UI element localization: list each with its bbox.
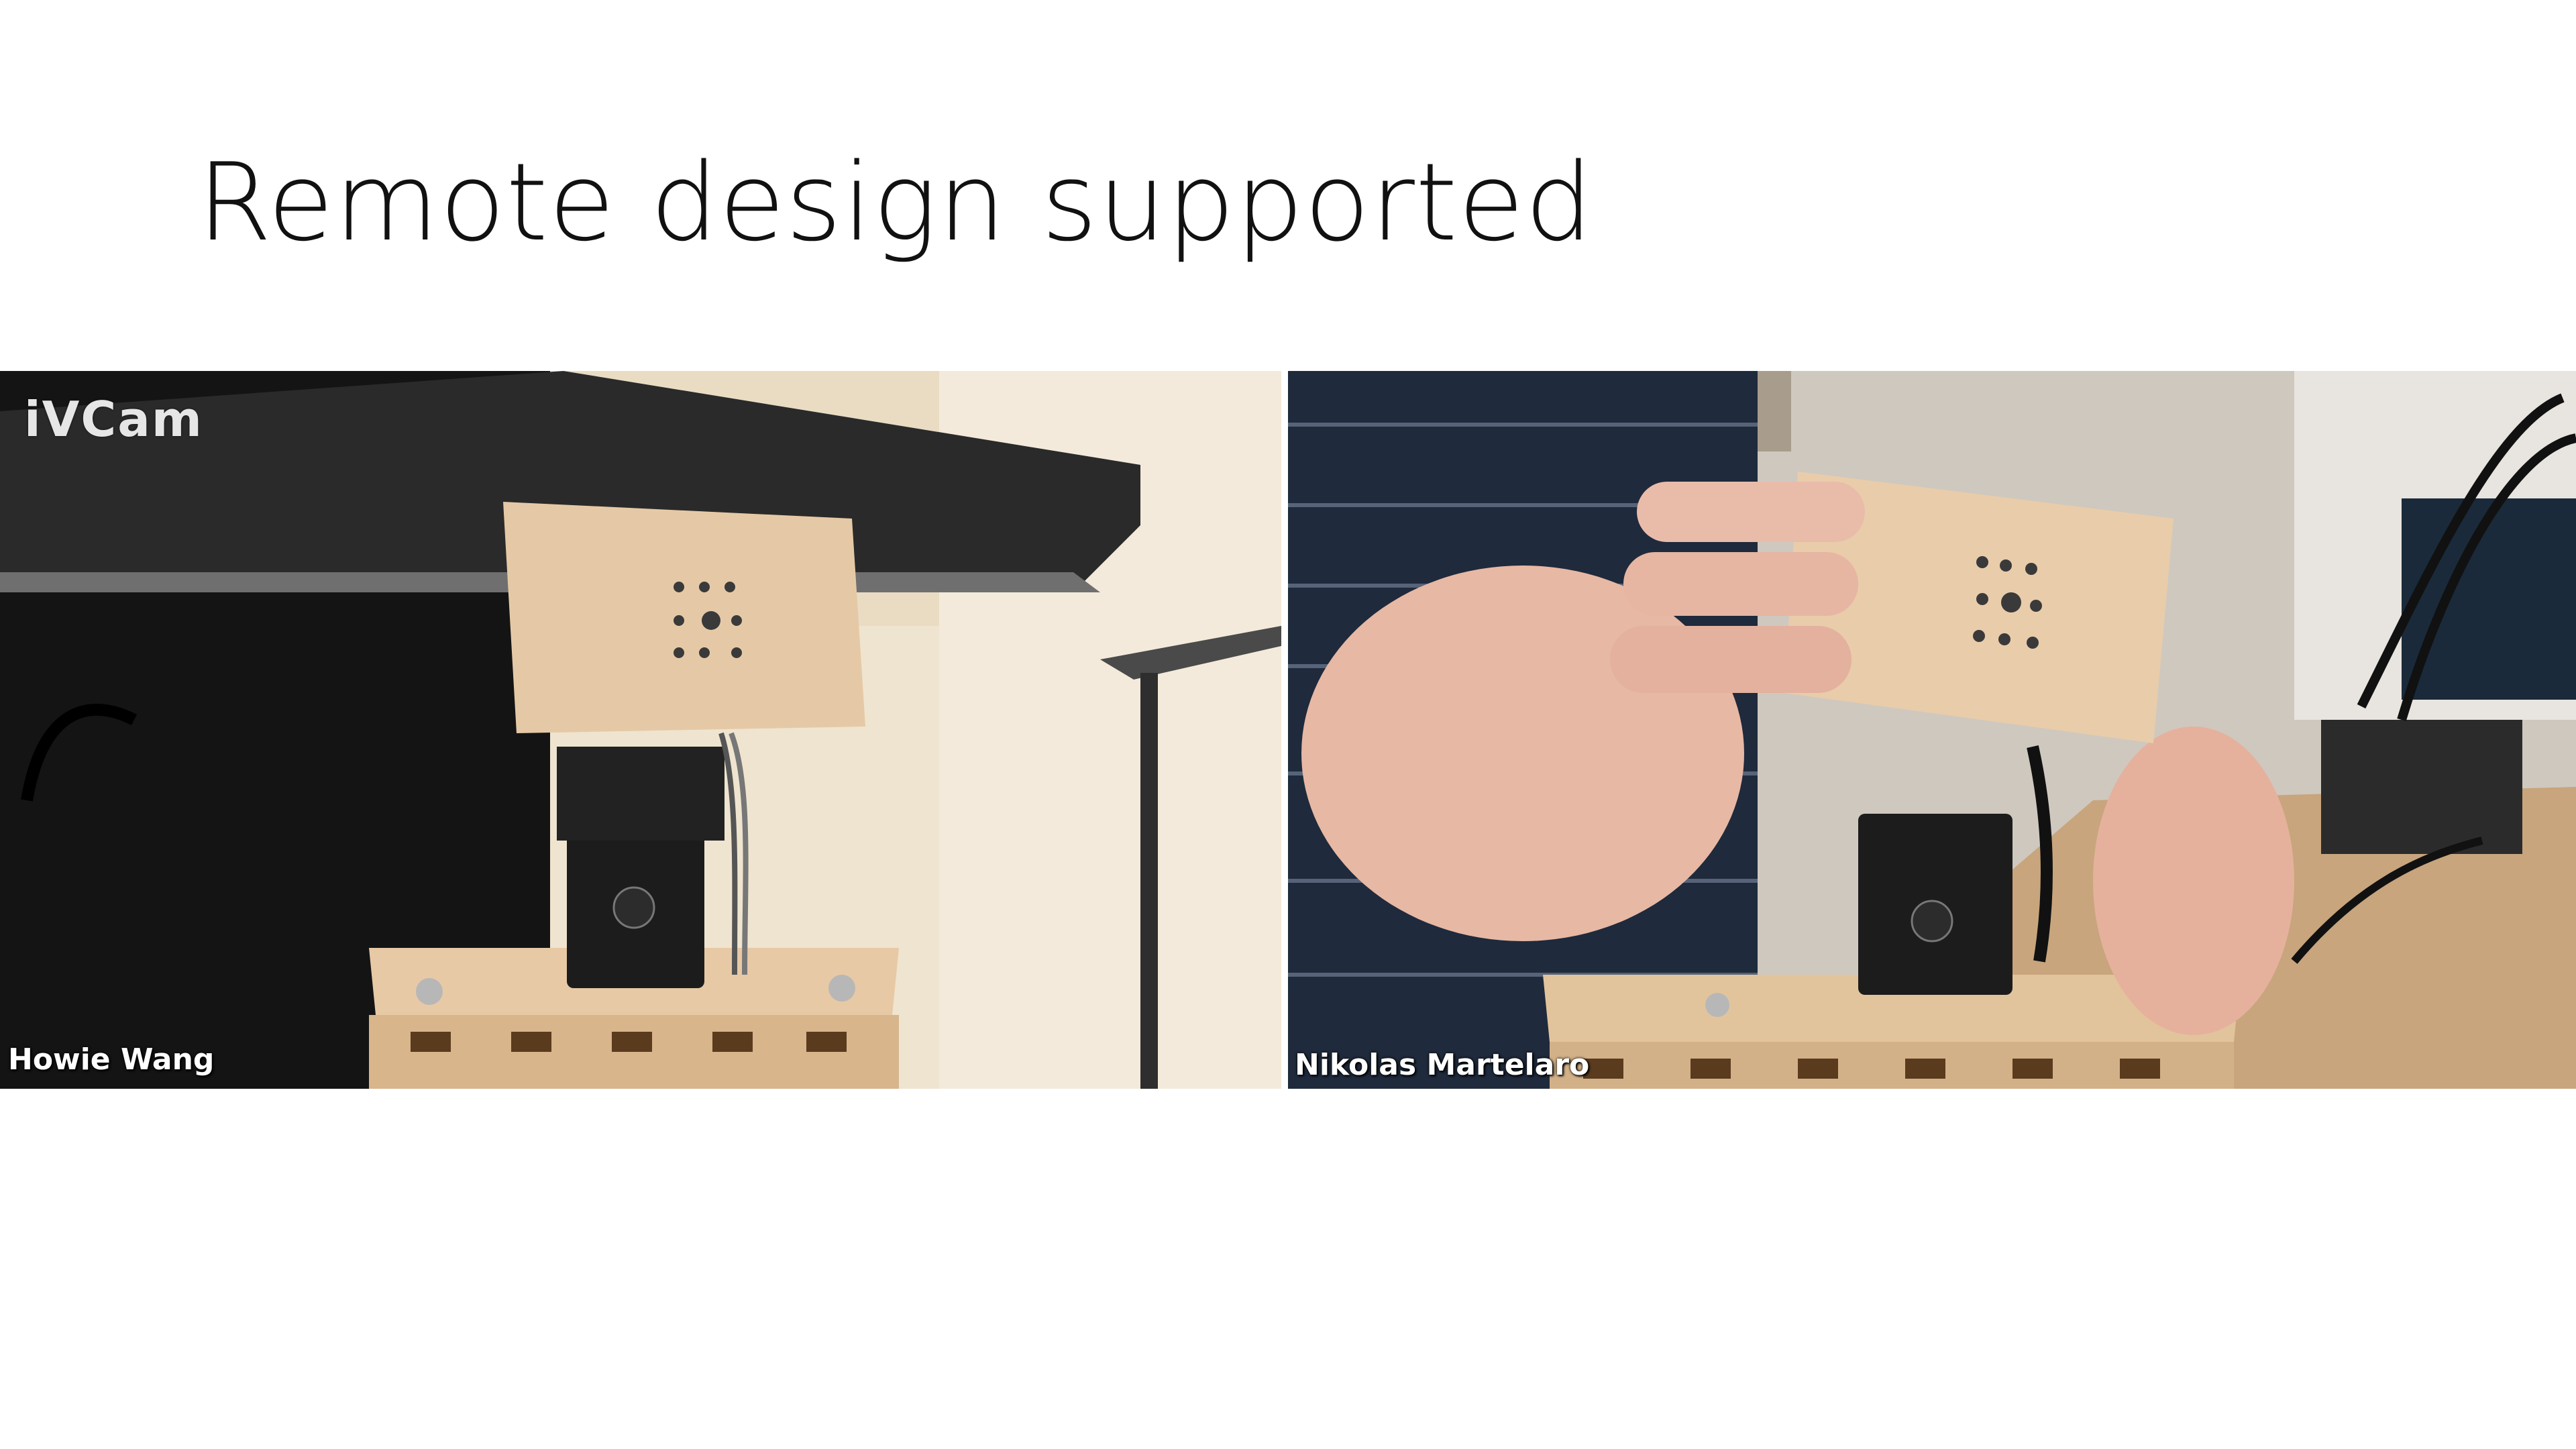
slide-title: Remote design supported <box>197 140 1594 265</box>
participant-name-label: Nikolas Martelaro <box>1295 1048 1590 1082</box>
wood-box-top <box>1543 975 2241 1042</box>
router-box <box>2321 720 2522 854</box>
ivcam-watermark: iVCam <box>24 391 203 447</box>
video-frame-right <box>1288 371 2576 1089</box>
video-tile-nikolas[interactable]: Nikolas Martelaro <box>1288 371 2576 1089</box>
participant-name-label: Howie Wang <box>8 1042 215 1077</box>
hand-left <box>1301 566 1744 941</box>
video-call-strip: iVCam Howie Wang <box>0 371 2576 1089</box>
wood-face-plate <box>1784 472 2174 743</box>
desk-shelf <box>0 371 1140 592</box>
hand-right <box>2093 727 2294 1035</box>
video-frame-left <box>0 371 1281 1089</box>
video-tile-howie[interactable]: iVCam Howie Wang <box>0 371 1281 1089</box>
wood-face-plate <box>503 502 865 733</box>
